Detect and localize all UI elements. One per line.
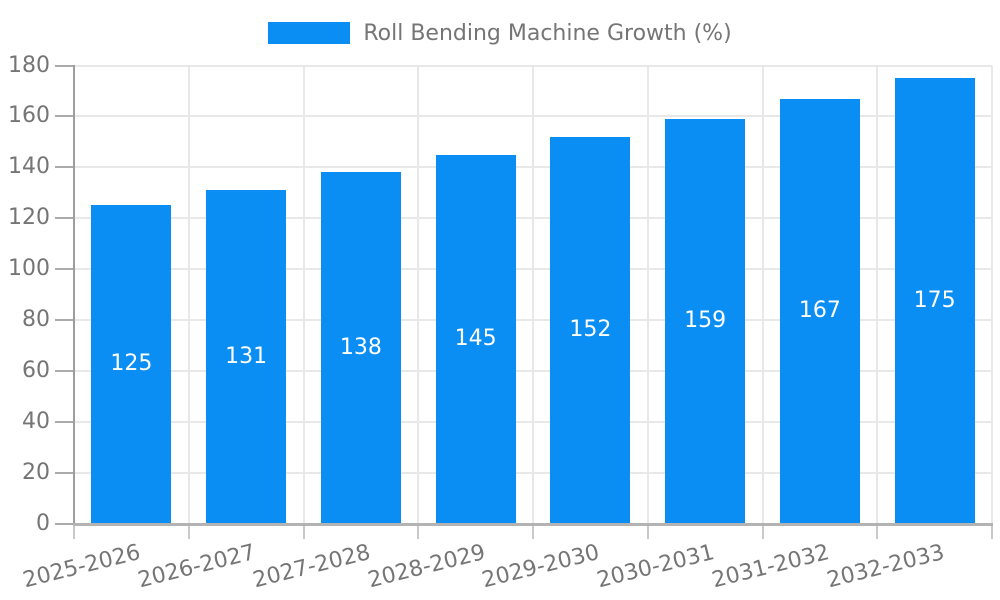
v-gridline — [532, 65, 534, 524]
x-tick-label: 2031-2032 — [709, 540, 832, 594]
x-tick-label: 2030-2031 — [594, 540, 718, 594]
y-tick-label: 80 — [22, 306, 50, 332]
x-axis-tick — [532, 523, 534, 539]
y-axis-tick — [55, 420, 74, 423]
y-axis-line — [72, 64, 75, 525]
y-tick-label: 20 — [22, 459, 50, 485]
y-tick-label: 40 — [22, 408, 50, 434]
x-tick-label: 2026-2027 — [135, 540, 259, 594]
x-tick-label: 2032-2033 — [824, 540, 947, 594]
legend[interactable]: Roll Bending Machine Growth (%) — [0, 20, 1000, 46]
bar[interactable] — [206, 190, 287, 524]
x-tick-label: 2027-2028 — [250, 540, 373, 594]
y-tick-label: 60 — [22, 357, 50, 383]
bar[interactable] — [665, 118, 746, 524]
x-axis-tick — [187, 523, 190, 539]
bar-value-label: 138 — [339, 334, 382, 360]
x-axis-tick — [302, 523, 305, 539]
bar[interactable] — [320, 172, 401, 524]
bar[interactable] — [91, 205, 172, 524]
bar-value-label: 175 — [913, 287, 956, 313]
bar[interactable] — [435, 154, 516, 524]
x-axis-tick — [761, 523, 764, 539]
x-axis-tick — [646, 523, 649, 539]
x-axis-tick — [417, 523, 420, 539]
x-axis-tick — [991, 523, 993, 539]
v-gridline — [761, 65, 764, 524]
y-tick-label: 160 — [8, 103, 50, 129]
bar-value-label: 159 — [684, 308, 727, 334]
x-axis-line — [72, 522, 993, 526]
x-axis-tick — [73, 523, 75, 539]
y-axis-tick — [55, 64, 74, 67]
bar[interactable] — [894, 78, 975, 524]
bar-value-label: 131 — [225, 343, 268, 369]
bar[interactable] — [550, 136, 631, 524]
bar[interactable] — [779, 98, 860, 524]
y-tick-label: 120 — [8, 205, 50, 231]
y-axis-tick — [55, 369, 74, 372]
y-axis-tick — [55, 217, 74, 220]
y-axis-tick — [55, 115, 74, 118]
y-axis-tick — [55, 318, 74, 321]
v-gridline — [187, 65, 190, 524]
x-tick-label: 2025-2026 — [21, 540, 144, 594]
bar-value-label: 167 — [798, 298, 841, 324]
y-axis-tick — [55, 166, 74, 169]
v-gridline — [302, 65, 305, 524]
bar-value-label: 152 — [569, 317, 612, 343]
v-gridline — [646, 65, 649, 524]
y-tick-label: 100 — [8, 256, 50, 282]
legend-swatch — [268, 22, 351, 44]
x-tick-label: 2029-2030 — [480, 540, 603, 594]
x-tick-label: 2028-2029 — [365, 540, 488, 594]
y-tick-label: 0 — [36, 510, 50, 536]
legend-title: Roll Bending Machine Growth (%) — [363, 20, 732, 46]
v-gridline — [876, 65, 879, 524]
y-tick-label: 180 — [8, 52, 50, 78]
v-gridline — [991, 65, 993, 524]
v-gridline — [417, 65, 420, 524]
bar-value-label: 125 — [110, 351, 153, 377]
y-axis-tick — [55, 471, 74, 474]
x-axis-tick — [876, 523, 879, 539]
y-axis-tick — [55, 522, 74, 525]
bar-value-label: 145 — [454, 326, 497, 352]
y-axis-tick — [55, 268, 74, 271]
y-tick-label: 140 — [8, 154, 50, 180]
